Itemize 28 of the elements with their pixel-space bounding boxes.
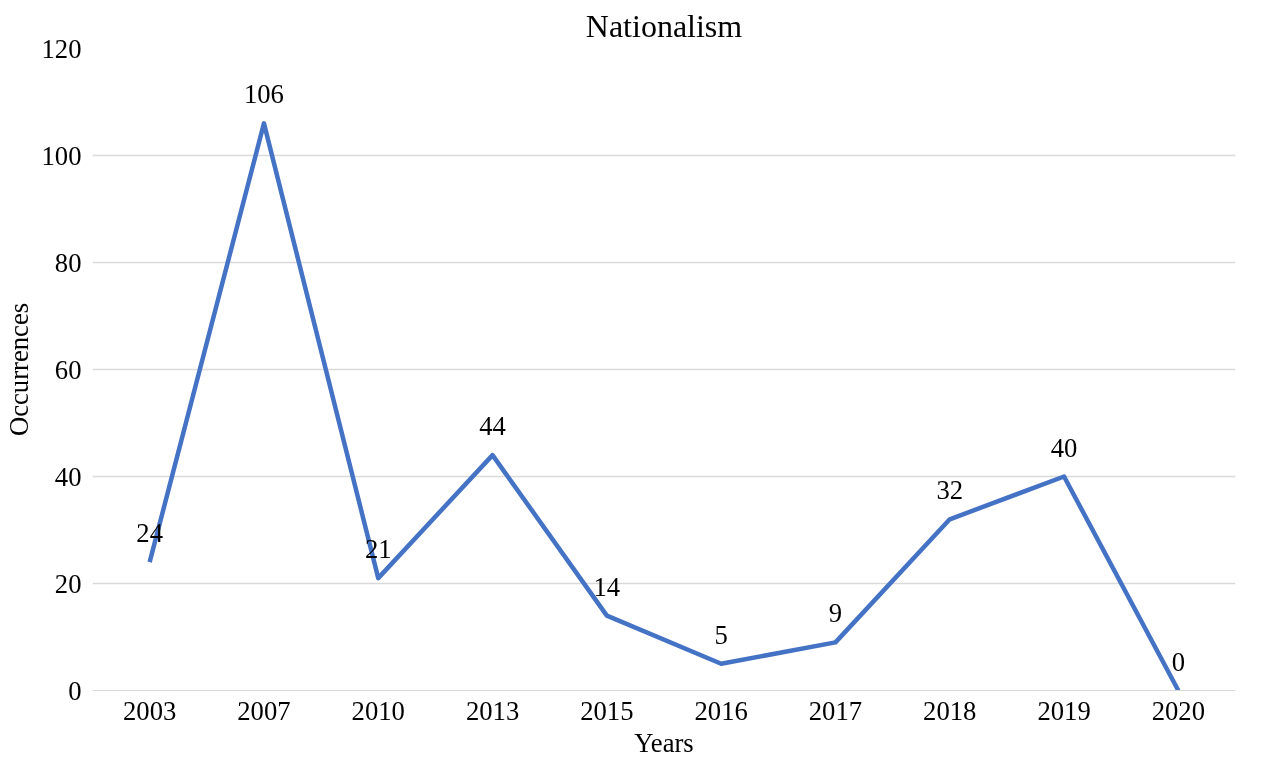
y-tick-label: 60 xyxy=(54,354,82,385)
x-tick-label: 2017 xyxy=(808,695,863,726)
x-tick-label: 2003 xyxy=(122,695,177,726)
data-label: 0 xyxy=(1171,646,1186,677)
x-tick-label: 2019 xyxy=(1037,695,1091,726)
y-tick-label: 0 xyxy=(68,675,82,706)
data-label: 14 xyxy=(593,571,621,602)
x-axis-title: Years xyxy=(634,727,694,758)
x-tick-label: 2010 xyxy=(351,695,405,726)
y-tick-label: 120 xyxy=(41,33,82,64)
y-tick-label: 40 xyxy=(54,461,82,492)
x-tick-label: 2018 xyxy=(923,695,977,726)
y-tick-label: 80 xyxy=(54,247,82,278)
x-tick-label: 2007 xyxy=(237,695,291,726)
x-tick-label: 2013 xyxy=(465,695,520,726)
x-tick-label: 2015 xyxy=(580,695,634,726)
data-label: 40 xyxy=(1050,432,1078,463)
data-label: 9 xyxy=(828,598,843,629)
chart-title: Nationalism xyxy=(585,7,743,44)
x-tick-label: 2020 xyxy=(1151,695,1206,726)
data-label: 44 xyxy=(479,411,506,442)
data-label: 5 xyxy=(714,619,728,650)
x-tick-label: 2016 xyxy=(694,695,748,726)
y-axis-title: Occurrences xyxy=(3,302,34,437)
data-label: 106 xyxy=(243,79,284,110)
data-label: 32 xyxy=(936,475,964,506)
y-tick-label: 100 xyxy=(41,140,82,171)
y-tick-label: 20 xyxy=(54,568,82,599)
